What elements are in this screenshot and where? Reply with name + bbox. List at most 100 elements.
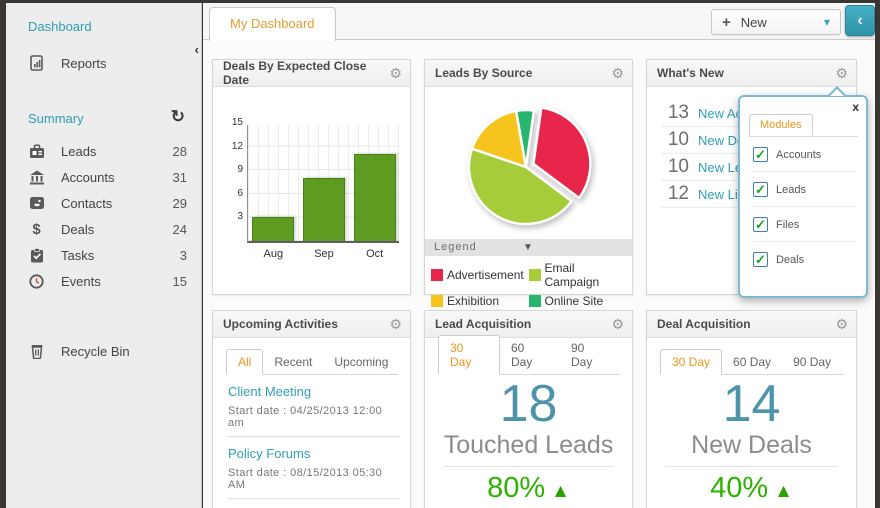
tab-recent[interactable]: Recent xyxy=(274,355,313,369)
checkbox-checked-icon[interactable]: ✓ xyxy=(753,217,768,232)
legend-caret-icon: ▼ xyxy=(523,242,534,253)
sidebar-item-leads[interactable]: Leads 28 xyxy=(6,139,201,163)
checkbox-checked-icon[interactable]: ✓ xyxy=(753,252,768,267)
refresh-icon[interactable]: ↻ xyxy=(170,107,185,126)
tab-all[interactable]: All xyxy=(226,349,264,375)
check-icon: ✓ xyxy=(755,252,766,267)
sidebar-item-recycle-bin[interactable]: Recycle Bin xyxy=(6,339,201,363)
tab-upcoming[interactable]: Upcoming xyxy=(334,355,389,369)
leads-count: 28 xyxy=(172,143,187,159)
tab-60-day[interactable]: 60 Day xyxy=(733,355,772,369)
gear-icon[interactable]: ⚙ xyxy=(389,316,402,332)
sidebar-item-accounts[interactable]: Accounts 31 xyxy=(6,165,201,189)
y-tick-label: 15 xyxy=(231,117,243,128)
modules-popup: x Modules ✓ Accounts ✓ Leads ✓ Files ✓ D… xyxy=(738,86,868,298)
check-icon: ✓ xyxy=(755,182,766,197)
tab-my-dashboard[interactable]: My Dashboard xyxy=(209,7,336,41)
topbar: My Dashboard + New ▾ ‹ xyxy=(203,3,875,41)
gear-icon[interactable]: ⚙ xyxy=(389,65,402,81)
contacts-icon xyxy=(28,195,45,212)
sidebar-item-events[interactable]: Events 15 xyxy=(6,269,201,293)
pie-slice xyxy=(532,106,592,200)
legend-item-label: Email Campaign xyxy=(544,261,600,289)
tasks-icon xyxy=(28,247,45,264)
widget-title: Lead Acquisition xyxy=(435,317,532,331)
widget-header: Upcoming Activities ⚙ xyxy=(213,311,410,338)
checkbox-checked-icon[interactable]: ✓ xyxy=(753,147,768,162)
y-tick-label: 12 xyxy=(231,140,243,152)
legend-item: Online Site xyxy=(528,294,627,308)
gear-icon[interactable]: ⚙ xyxy=(835,316,848,332)
main-area: My Dashboard + New ▾ ‹ Deals By Expected… xyxy=(203,3,875,508)
bar-chart-plot: 3 6 9 12 15 Aug Sep Oct xyxy=(232,117,399,260)
activity-link[interactable]: Client Meeting xyxy=(228,384,312,399)
pie-chart-area xyxy=(425,91,632,239)
legend-swatch-advertisement xyxy=(431,269,443,281)
events-label: Events xyxy=(61,273,101,289)
legend-item: Exhibition xyxy=(431,294,529,308)
accounts-count: 31 xyxy=(172,169,187,185)
tab-30-day[interactable]: 30 Day xyxy=(660,349,723,375)
kpi-change-value: 80% xyxy=(487,472,546,505)
upcoming-activities-body: All Recent Upcoming Client Meeting Start… xyxy=(213,349,410,508)
check-icon: ✓ xyxy=(755,217,766,232)
new-button-label: New xyxy=(740,14,767,30)
activity-link[interactable]: Policy Forums xyxy=(228,446,311,461)
sidebar-collapse-icon[interactable]: ‹ xyxy=(194,42,199,57)
gear-icon[interactable]: ⚙ xyxy=(835,65,848,81)
events-icon xyxy=(28,273,45,290)
tab-30-day[interactable]: 30 Day xyxy=(438,335,500,375)
kpi-change: 40% ▲ xyxy=(647,472,856,505)
events-count: 15 xyxy=(172,273,187,289)
module-row-files[interactable]: ✓ Files xyxy=(753,207,856,242)
legend-item: Advertisement xyxy=(431,261,529,289)
sidebar-item-tasks[interactable]: Tasks 3 xyxy=(6,243,201,267)
legend-item: Email Campaign xyxy=(528,261,627,289)
whats-new-count: 12 xyxy=(667,183,689,204)
checkbox-checked-icon[interactable]: ✓ xyxy=(753,182,768,197)
module-row-accounts[interactable]: ✓ Accounts xyxy=(753,137,856,172)
new-button[interactable]: + New ▾ xyxy=(711,9,841,35)
sidebar-item-reports[interactable]: Reports xyxy=(6,51,201,75)
divider xyxy=(443,466,614,468)
tasks-label: Tasks xyxy=(61,247,95,263)
widget-title: Upcoming Activities xyxy=(223,317,338,331)
leads-icon xyxy=(28,143,45,160)
sidebar-item-deals[interactable]: $ Deals 24 xyxy=(6,217,201,241)
module-row-leads[interactable]: ✓ Leads xyxy=(753,172,856,207)
activities-tabs: All Recent Upcoming xyxy=(226,349,398,375)
tab-60-day[interactable]: 60 Day xyxy=(511,341,533,369)
y-tick-label: 6 xyxy=(237,187,243,199)
kpi-change-value: 40% xyxy=(710,472,769,505)
widget-title: Leads By Source xyxy=(435,66,533,80)
chevron-down-icon: ▾ xyxy=(823,15,830,29)
module-row-deals[interactable]: ✓ Deals xyxy=(753,242,856,276)
legend-label: Legend xyxy=(434,241,477,253)
tab-90-day[interactable]: 90 Day xyxy=(571,341,593,369)
lead-acquisition-tabs: 30 Day 60 Day 90 Day xyxy=(438,335,620,375)
gear-icon[interactable]: ⚙ xyxy=(611,65,624,81)
deals-icon: $ xyxy=(32,220,41,238)
gear-icon[interactable]: ⚙ xyxy=(611,316,624,332)
legend-item-label: Advertisement xyxy=(447,268,524,282)
whats-new-count: 10 xyxy=(667,156,689,177)
whats-new-count: 13 xyxy=(667,102,689,123)
divider xyxy=(665,466,838,468)
widget-deals-by-close-date: Deals By Expected Close Date ⚙ 3 6 9 12 15 Au… xyxy=(212,59,411,295)
legend-swatch-online-site xyxy=(528,295,541,307)
sidebar-title-dashboard[interactable]: Dashboard xyxy=(28,19,92,34)
tab-90-day[interactable]: 90 Day xyxy=(793,355,832,369)
legend-bar[interactable]: Legend ▼ xyxy=(425,239,632,256)
sidebar-item-contacts[interactable]: Contacts 29 xyxy=(6,191,201,215)
bar xyxy=(252,217,295,241)
panel-collapse-button[interactable]: ‹ xyxy=(845,5,875,36)
activity-start-date: Start date : 08/15/2013 05:30 AM xyxy=(228,467,383,491)
widget-upcoming-activities: Upcoming Activities ⚙ All Recent Upcomin… xyxy=(212,310,411,508)
kpi-value: 18 xyxy=(499,375,558,433)
close-icon[interactable]: x xyxy=(852,100,859,114)
popup-tabrow: Modules xyxy=(749,114,858,137)
tab-modules[interactable]: Modules xyxy=(749,114,813,136)
activity-item: Client Meeting Start date : 04/25/2013 1… xyxy=(228,375,400,437)
y-tick-label: 3 xyxy=(237,211,243,223)
whats-new-count: 10 xyxy=(667,129,689,150)
